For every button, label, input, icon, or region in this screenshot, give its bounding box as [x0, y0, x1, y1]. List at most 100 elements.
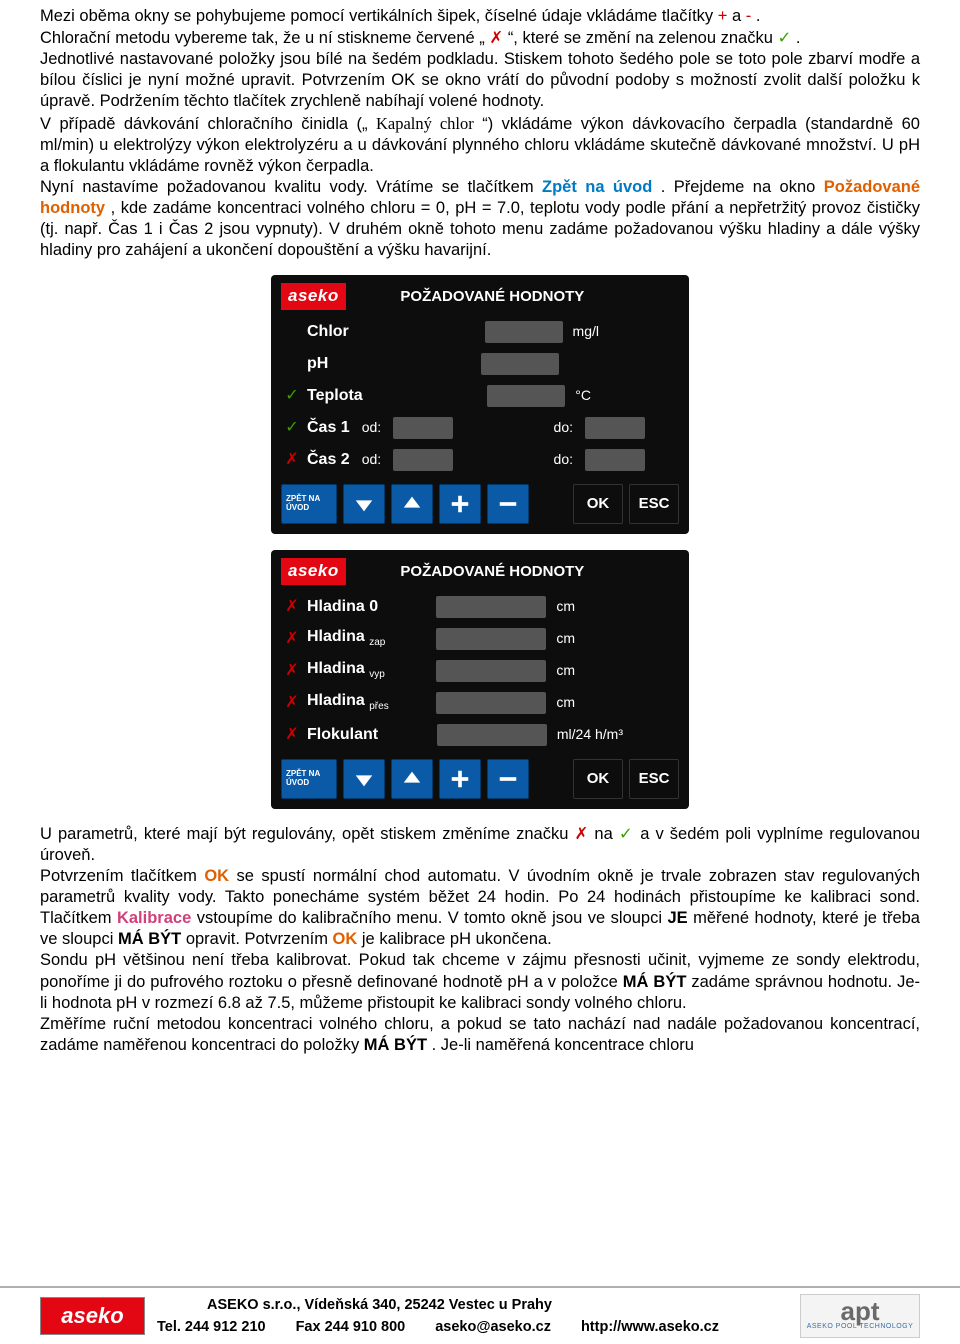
x-icon[interactable]: ✗: [283, 597, 301, 617]
para-8: Sondu pH většinou není třeba kalibrovat.…: [40, 950, 920, 1013]
x-mark: ✗: [489, 28, 503, 47]
row-cas2: ✗ Čas 2 od: do:: [281, 444, 679, 476]
row-cas1: ✓ Čas 1 od: do:: [281, 412, 679, 444]
back-line2: ÚVOD: [286, 504, 309, 513]
input-flokulant[interactable]: [437, 724, 547, 746]
text: “, které se změní na zelenou značku: [508, 29, 778, 47]
unit-ml24hm3: ml/24 h/m³: [557, 726, 623, 744]
row-hladina-vyp: ✗ Hladina vyp cm: [281, 655, 679, 687]
arrow-down-button[interactable]: [343, 759, 385, 799]
unit-cm: cm: [556, 694, 575, 712]
link-zpet-na-uvod: Zpět na úvod: [542, 178, 652, 196]
footer-address: ASEKO s.r.o., Vídeňská 340, 25242 Vestec…: [157, 1296, 788, 1315]
esc-button[interactable]: ESC: [629, 759, 679, 799]
ok-button[interactable]: OK: [573, 484, 623, 524]
mabyt-text: MÁ BÝT: [364, 1036, 427, 1054]
aseko-logo: aseko: [281, 558, 346, 585]
para-3: Jednotlivé nastavované položky jsou bílé…: [40, 49, 920, 112]
button-bar: ZPĚT NA ÚVOD OK ESC: [281, 484, 679, 524]
unit-mgl: mg/l: [573, 323, 599, 341]
text: . Přejdeme na okno: [661, 178, 824, 196]
input-hladina-pres[interactable]: [436, 692, 546, 714]
input-teplota[interactable]: [487, 385, 565, 407]
panel-title: POŽADOVANÉ HODNOTY: [346, 562, 679, 581]
panel-pozadovane-1: aseko POŽADOVANÉ HODNOTY Chlor mg/l pH ✓…: [271, 275, 689, 534]
label-hladina-pres: Hladina přes: [307, 691, 389, 714]
row-ph: pH: [281, 348, 679, 380]
back-button[interactable]: ZPĚT NA ÚVOD: [281, 484, 337, 524]
label-hladina-zap: Hladina zap: [307, 627, 385, 650]
kalibrace-text: Kalibrace: [117, 909, 191, 927]
label-ph: pH: [307, 354, 328, 374]
ok-text: OK: [204, 867, 229, 885]
arrow-up-button[interactable]: [391, 484, 433, 524]
plus-button[interactable]: [439, 484, 481, 524]
label-hladina-vyp: Hladina vyp: [307, 659, 385, 682]
unit-c: °C: [575, 387, 591, 405]
footer-tel: Tel. 244 912 210: [157, 1318, 266, 1337]
ok-button[interactable]: OK: [573, 759, 623, 799]
check-mark: ✓: [619, 825, 634, 843]
input-ph[interactable]: [481, 353, 559, 375]
arrow-down-button[interactable]: [343, 484, 385, 524]
label-do: do:: [554, 451, 573, 469]
check-icon[interactable]: ✓: [283, 386, 301, 406]
minus-button[interactable]: [487, 484, 529, 524]
row-chlor: Chlor mg/l: [281, 316, 679, 348]
row-hladina0: ✗ Hladina 0 cm: [281, 591, 679, 623]
label-od: od:: [362, 419, 381, 437]
arrow-up-button[interactable]: [391, 759, 433, 799]
text: Mezi oběma okny se pohybujeme pomocí ver…: [40, 7, 718, 25]
sub: přes: [369, 702, 388, 713]
text: U parametrů, které mají být regulovány, …: [40, 825, 574, 843]
footer-mail: aseko@aseko.cz: [435, 1318, 551, 1337]
check-mark: ✓: [777, 29, 791, 47]
mabyt-text: MÁ BÝT: [623, 973, 687, 991]
panel-pozadovane-2: aseko POŽADOVANÉ HODNOTY ✗ Hladina 0 cm …: [271, 550, 689, 809]
minus-sign: -: [746, 7, 752, 25]
label-hladina0: Hladina 0: [307, 597, 378, 617]
input-hladina0[interactable]: [436, 596, 546, 618]
text: Nyní nastavíme požadovanou kvalitu vody.…: [40, 178, 542, 196]
x-icon[interactable]: ✗: [283, 725, 301, 745]
esc-button[interactable]: ESC: [629, 484, 679, 524]
x-icon[interactable]: ✗: [283, 661, 301, 681]
text: . Je-li naměřená koncentrace chloru: [432, 1036, 694, 1054]
text: opravit. Potvrzením: [186, 930, 333, 948]
sub: vyp: [369, 670, 385, 681]
back-line2: ÚVOD: [286, 779, 309, 788]
text: V případě dávkování chloračního činidla …: [40, 115, 368, 133]
text: je kalibrace pH ukončena.: [362, 930, 552, 948]
text: Chlorační metodu vybereme tak, že u ní s…: [40, 29, 485, 47]
ok-text: OK: [333, 930, 358, 948]
para-5: Nyní nastavíme požadovanou kvalitu vody.…: [40, 177, 920, 261]
input-hladina-vyp[interactable]: [436, 660, 546, 682]
text: , kde zadáme koncentraci volného chloru …: [40, 199, 920, 259]
x-icon[interactable]: ✗: [283, 450, 301, 470]
je-text: JE: [667, 909, 687, 927]
x-mark: ✗: [574, 824, 588, 843]
x-icon[interactable]: ✗: [283, 629, 301, 649]
label-chlor: Chlor: [307, 322, 349, 342]
text: Hladina: [307, 660, 365, 677]
aseko-logo: aseko: [281, 283, 346, 310]
input-chlor[interactable]: [485, 321, 563, 343]
input-cas1-od[interactable]: [393, 417, 453, 439]
input-cas2-do[interactable]: [585, 449, 645, 471]
footer-contact: ASEKO s.r.o., Vídeňská 340, 25242 Vestec…: [157, 1296, 788, 1336]
plus-button[interactable]: [439, 759, 481, 799]
label-do: do:: [554, 419, 573, 437]
label-cas2: Čas 2: [307, 450, 350, 470]
label-flokulant: Flokulant: [307, 725, 378, 745]
label-od: od:: [362, 451, 381, 469]
x-icon[interactable]: ✗: [283, 693, 301, 713]
input-cas1-do[interactable]: [585, 417, 645, 439]
text: .: [796, 29, 801, 47]
input-hladina-zap[interactable]: [436, 628, 546, 650]
aseko-footer-logo: aseko: [40, 1297, 145, 1335]
check-icon[interactable]: ✓: [283, 418, 301, 438]
text: Hladina: [307, 628, 365, 645]
back-button[interactable]: ZPĚT NA ÚVOD: [281, 759, 337, 799]
input-cas2-od[interactable]: [393, 449, 453, 471]
minus-button[interactable]: [487, 759, 529, 799]
